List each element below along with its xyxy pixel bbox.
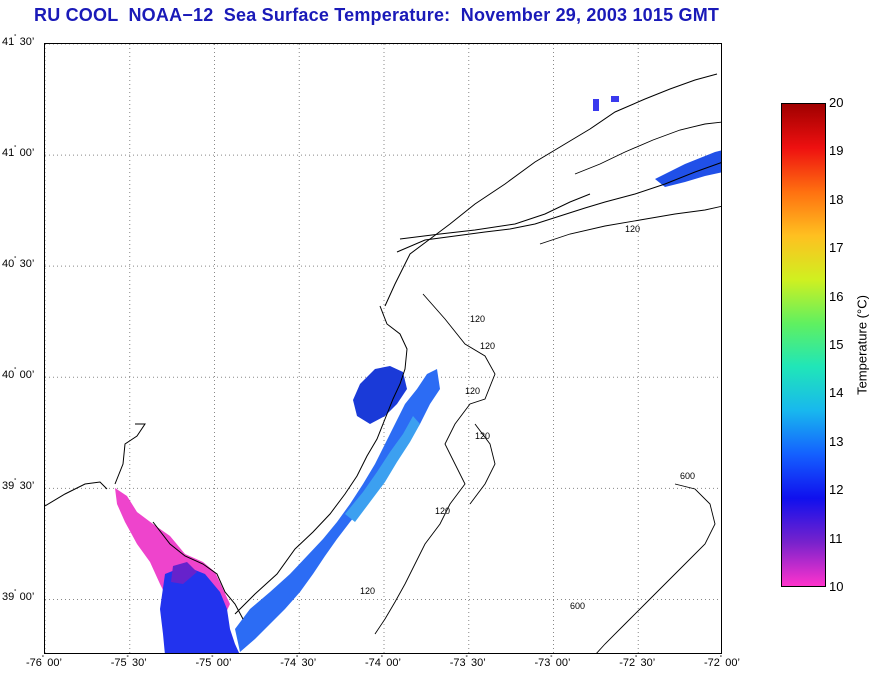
contour-label: 120 bbox=[480, 341, 495, 351]
minute-value: 30’ bbox=[16, 36, 35, 48]
contour-label: 600 bbox=[680, 471, 695, 481]
longitude-label: -72˚ 00’ bbox=[704, 656, 740, 669]
degree-symbol: ˚ bbox=[635, 656, 638, 663]
minute-value: 30’ bbox=[16, 480, 35, 493]
minute-value: 00’ bbox=[16, 591, 35, 604]
minute-value: 00’ bbox=[722, 657, 740, 669]
contour-label: 120 bbox=[465, 386, 480, 396]
li-sound-patch-2 bbox=[611, 96, 619, 102]
degree-symbol: ˚ bbox=[719, 656, 723, 663]
latitude-label: 40˚ 00’ bbox=[2, 368, 35, 382]
nj-shelf-band bbox=[235, 369, 440, 652]
minute-value: 00’ bbox=[383, 657, 401, 669]
degree-symbol: ˚ bbox=[14, 35, 17, 42]
nj-inner-shelf bbox=[353, 366, 407, 424]
colorbar-tick-label: 19 bbox=[829, 143, 844, 159]
contour-label: 120 bbox=[470, 314, 485, 324]
longitude-label: -72˚ 30’ bbox=[619, 656, 656, 669]
minute-value: 00’ bbox=[16, 369, 35, 382]
minute-value: 00’ bbox=[552, 657, 571, 669]
longitude-label: -73˚ 30’ bbox=[449, 656, 486, 669]
sst-map: 120 120 120 120 120 120 120 600 600 bbox=[44, 43, 722, 654]
degree-symbol: ˚ bbox=[380, 656, 384, 663]
colorbar-tick-label: 11 bbox=[829, 530, 843, 546]
degree-value: -74 bbox=[365, 657, 381, 669]
degree-value: -74 bbox=[280, 657, 297, 669]
minute-value: 30’ bbox=[16, 258, 35, 271]
degree-value: -73 bbox=[534, 657, 551, 669]
degree-value: -76 bbox=[26, 657, 42, 669]
colorbar-tick-label: 17 bbox=[829, 240, 844, 256]
colorbar-tick-label: 18 bbox=[829, 191, 844, 207]
delaware-bay-cool-water bbox=[160, 566, 240, 653]
bathymetry-contours bbox=[374, 121, 721, 653]
li-sound-patch bbox=[593, 99, 599, 111]
degree-value: -72 bbox=[619, 657, 636, 669]
latitude-label: 39˚ 30’ bbox=[2, 479, 35, 493]
minute-value: 00’ bbox=[213, 657, 232, 669]
degree-value: 41 bbox=[2, 36, 15, 48]
degree-value: -72 bbox=[704, 657, 720, 669]
colorbar-tick-label: 12 bbox=[829, 482, 844, 498]
longitude-label: -75˚ 30’ bbox=[110, 656, 147, 669]
minute-value: 30’ bbox=[298, 657, 317, 669]
degree-symbol: ˚ bbox=[296, 656, 299, 663]
longitude-label: -75˚ 00’ bbox=[195, 656, 232, 669]
degree-value: 40 bbox=[2, 258, 15, 271]
nj-shelf-light bbox=[345, 416, 420, 522]
longitude-label: -74˚ 00’ bbox=[365, 656, 401, 669]
colorbar-tick-label: 14 bbox=[829, 385, 844, 401]
latitude-label: 39˚ 00’ bbox=[2, 590, 35, 604]
minute-value: 00’ bbox=[44, 657, 62, 669]
degree-value: 39 bbox=[2, 591, 15, 604]
degree-value: 40 bbox=[2, 369, 15, 382]
degree-value: 39 bbox=[2, 480, 15, 493]
latitude-label: 41˚ 00’ bbox=[2, 146, 35, 160]
minute-value: 30’ bbox=[129, 657, 147, 669]
delaware-bay-purple-edge bbox=[171, 562, 197, 584]
longitude-label: -74˚ 30’ bbox=[280, 656, 317, 669]
minute-value: 30’ bbox=[637, 657, 656, 669]
latitude-label: 41˚ 30’ bbox=[2, 35, 35, 48]
colorbar-tick-label: 20 bbox=[829, 95, 844, 110]
contour-label: 120 bbox=[435, 506, 450, 516]
degree-symbol: ˚ bbox=[550, 656, 553, 663]
minute-value: 00’ bbox=[16, 147, 35, 160]
degree-symbol: ˚ bbox=[126, 656, 129, 663]
contour-label: 120 bbox=[625, 224, 640, 234]
map-title: RU COOL NOAA−12 Sea Surface Temperature:… bbox=[34, 5, 720, 25]
contour-labels: 120 120 120 120 120 120 120 600 600 bbox=[360, 224, 695, 611]
degree-symbol: ˚ bbox=[14, 368, 17, 376]
contour-label: 120 bbox=[475, 431, 490, 441]
long-island-east-warm bbox=[655, 150, 721, 187]
degree-symbol: ˚ bbox=[465, 656, 468, 663]
degree-symbol: ˚ bbox=[41, 656, 45, 663]
map-canvas: 120 120 120 120 120 120 120 600 600 bbox=[45, 44, 721, 653]
degree-value: -75 bbox=[110, 657, 127, 669]
colorbar-tick-label: 16 bbox=[829, 288, 844, 304]
colorbar-tick-label: 13 bbox=[829, 433, 844, 449]
degree-symbol: ˚ bbox=[14, 479, 17, 487]
latitude-label: 40˚ 30’ bbox=[2, 257, 35, 271]
minute-value: 30’ bbox=[468, 657, 486, 669]
graticule bbox=[45, 44, 721, 653]
degree-symbol: ˚ bbox=[211, 656, 214, 663]
colorbar-tick-label: 15 bbox=[829, 337, 844, 352]
degree-symbol: ˚ bbox=[14, 257, 17, 265]
sst-data bbox=[115, 96, 721, 653]
degree-symbol: ˚ bbox=[14, 146, 17, 154]
coastline bbox=[45, 73, 721, 620]
temperature-colorbar bbox=[781, 103, 826, 587]
degree-value: -75 bbox=[195, 657, 212, 669]
contour-label: 600 bbox=[570, 601, 585, 611]
colorbar-tick-label: 10 bbox=[829, 579, 844, 594]
degree-value: 41 bbox=[2, 147, 15, 160]
longitude-label: -73˚ 00’ bbox=[534, 656, 571, 669]
longitude-label: -76˚ 00’ bbox=[26, 656, 62, 669]
degree-value: -73 bbox=[449, 657, 466, 669]
degree-symbol: ˚ bbox=[14, 590, 17, 598]
colorbar-title: Temperature (°C) bbox=[854, 295, 870, 395]
contour-label: 120 bbox=[360, 586, 375, 596]
